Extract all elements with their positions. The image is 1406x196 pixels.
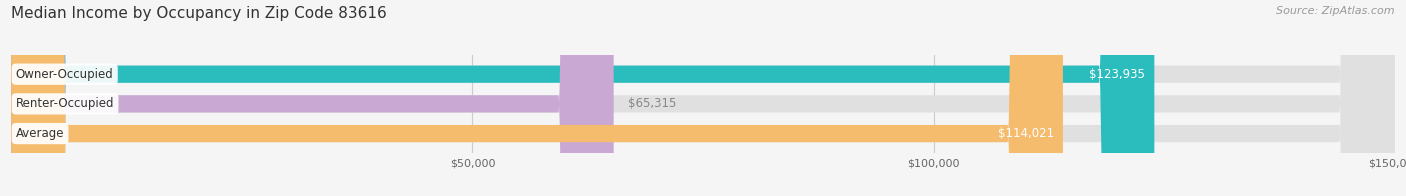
Text: Median Income by Occupancy in Zip Code 83616: Median Income by Occupancy in Zip Code 8… — [11, 6, 387, 21]
Text: $114,021: $114,021 — [997, 127, 1053, 140]
Text: Renter-Occupied: Renter-Occupied — [15, 97, 114, 110]
FancyBboxPatch shape — [11, 0, 613, 196]
FancyBboxPatch shape — [11, 0, 1395, 196]
Text: Owner-Occupied: Owner-Occupied — [15, 68, 114, 81]
FancyBboxPatch shape — [11, 0, 1395, 196]
Text: Source: ZipAtlas.com: Source: ZipAtlas.com — [1277, 6, 1395, 16]
Text: Average: Average — [15, 127, 65, 140]
Text: $65,315: $65,315 — [627, 97, 676, 110]
FancyBboxPatch shape — [11, 0, 1154, 196]
FancyBboxPatch shape — [11, 0, 1395, 196]
Text: $123,935: $123,935 — [1090, 68, 1144, 81]
FancyBboxPatch shape — [11, 0, 1063, 196]
